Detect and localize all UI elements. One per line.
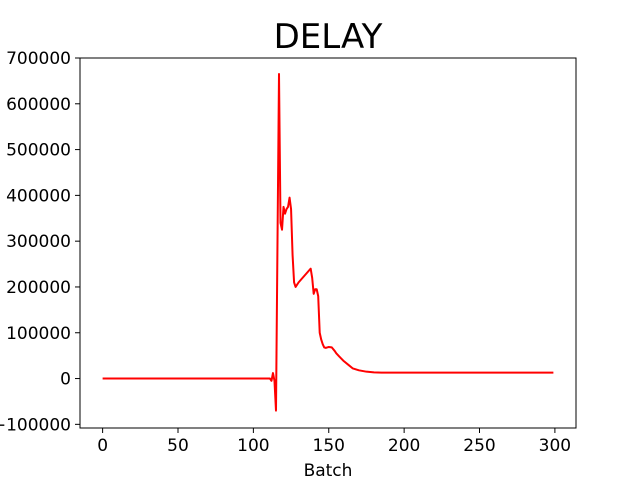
x-tick-label: 0	[97, 436, 108, 456]
y-tick-label: 500000	[6, 141, 71, 161]
x-tick-label: 300	[539, 436, 571, 456]
x-tick-label: 150	[313, 436, 345, 456]
plot-frame	[79, 57, 577, 429]
y-tick-label: 700000	[6, 49, 71, 69]
data-layer	[102, 73, 554, 412]
y-tick-label: −100000	[0, 415, 71, 435]
x-tick-label: 250	[463, 436, 495, 456]
y-tick-label: 300000	[6, 232, 71, 252]
chart-title: DELAY	[274, 17, 383, 57]
x-axis: 0 50 100 150 200 250 300	[97, 428, 571, 456]
y-tick-label: 200000	[6, 278, 71, 298]
y-axis: −100000 0 100000 200000 300000 400000 500000 60…	[0, 49, 80, 435]
y-tick-label: 400000	[6, 186, 71, 206]
series-line-delay	[102, 73, 554, 412]
y-tick-label: 0	[60, 370, 71, 390]
x-tick-label: 50	[167, 436, 189, 456]
x-axis-label: Batch	[304, 461, 353, 480]
y-tick-label: 600000	[6, 95, 71, 115]
y-tick-label: 100000	[6, 324, 71, 344]
x-tick-label: 100	[237, 436, 269, 456]
x-tick-label: 200	[388, 436, 420, 456]
